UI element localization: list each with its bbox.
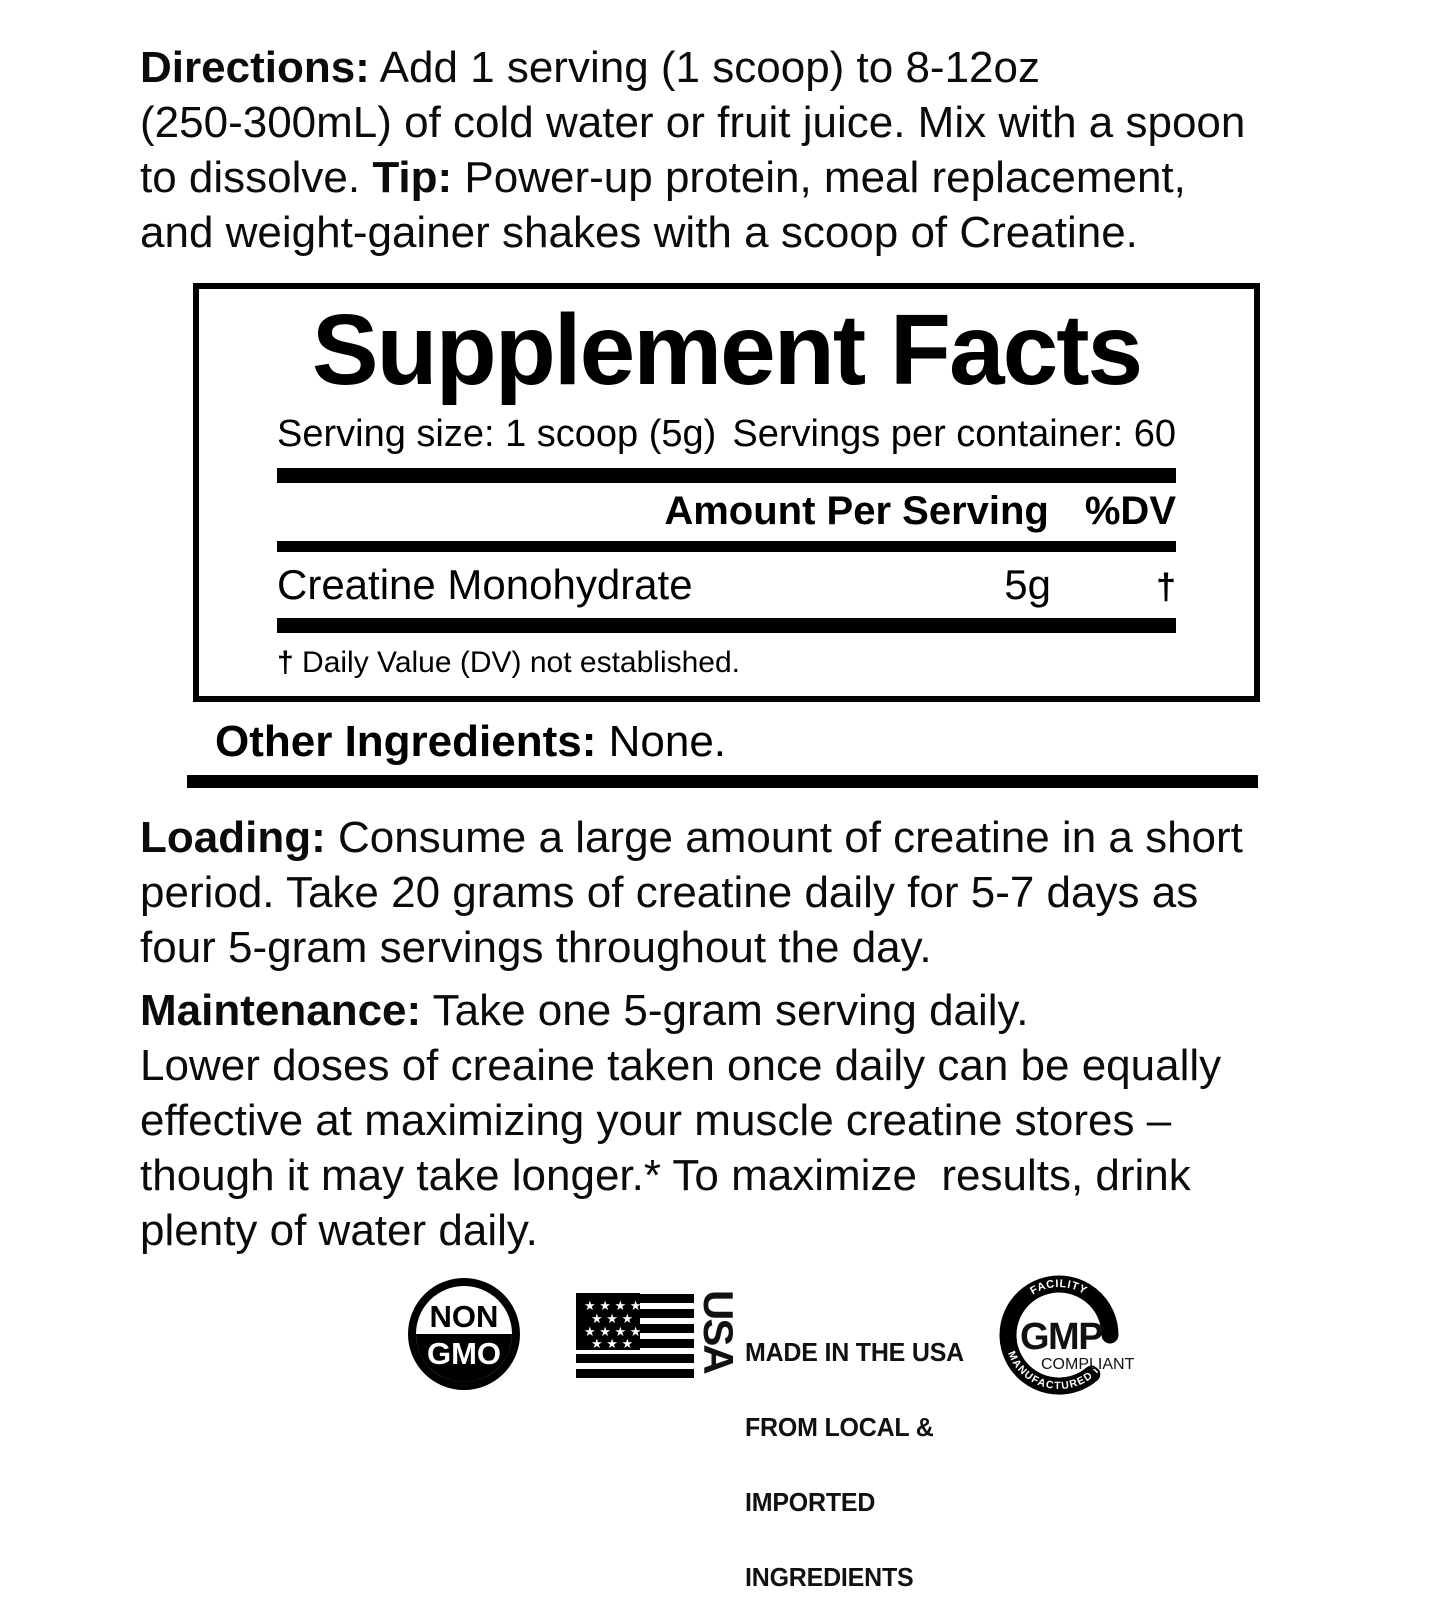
gmp-center-label: GMP [1020, 1316, 1103, 1358]
serving-info-row: Serving size: 1 scoop (5g) Servings per … [277, 412, 1176, 456]
non-gmo-top-label: NON [429, 1298, 499, 1334]
usa-flag-icon: ★ ★ ★ ★ ★ ★ ★ ★ ★ ★ ★ ★ ★ ★ [576, 1293, 694, 1384]
directions-text: (250-300mL) of cold water or fruit juice… [140, 98, 1246, 147]
supplement-facts-title: Supplement Facts [311, 294, 1143, 406]
loading-text: four 5-gram servings throughout the day. [140, 923, 932, 972]
maintenance-text: Take one 5-gram serving daily. [421, 986, 1029, 1035]
loading-line: Loading: Consume a large amount of creat… [140, 810, 1243, 865]
ingredient-row: Creatine Monohydrate 5g † [277, 560, 1176, 612]
servings-per-container-text: Servings per container: 60 [732, 413, 1176, 455]
ingredient-amount: 5g [1004, 561, 1051, 608]
directions-line: Directions: Add 1 serving (1 scoop) to 8… [140, 40, 1245, 95]
loading-label: Loading: [140, 813, 326, 862]
tip-label: Tip: [372, 153, 453, 202]
directions-line: (250-300mL) of cold water or fruit juice… [140, 95, 1245, 150]
dv-header: %DV [1084, 489, 1176, 533]
maintenance-line: plenty of water daily. [140, 1203, 1221, 1258]
loading-line: four 5-gram servings throughout the day. [140, 920, 1243, 975]
directions-text: Add 1 serving (1 scoop) to 8-12oz [369, 43, 1040, 92]
loading-text: period. Take 20 grams of creatine daily … [140, 868, 1199, 917]
supplement-label: { "page": { "background": "#ffffff", "in… [140, 40, 1260, 1590]
thick-divider [277, 618, 1176, 633]
maintenance-line: effective at maximizing your muscle crea… [140, 1093, 1221, 1148]
section-divider [187, 775, 1258, 788]
supplement-facts-box: Supplement Facts Serving size: 1 scoop (… [193, 283, 1260, 702]
usa-vertical-label: USA [695, 1290, 742, 1373]
maintenance-text: Lower doses of creaine taken once daily … [140, 1041, 1222, 1090]
directions-line: and weight-gainer shakes with a scoop of… [140, 205, 1245, 260]
dv-footnote-text: Daily Value (DV) not established. [293, 646, 741, 679]
non-gmo-badge: NON GMO [408, 1278, 520, 1390]
svg-text:★ ★ ★ ★: ★ ★ ★ ★ [584, 1324, 641, 1339]
facts-header-row: Amount Per Serving %DV [277, 487, 1176, 535]
dagger-icon: † [277, 646, 294, 679]
svg-text:★ ★ ★: ★ ★ ★ [591, 1336, 633, 1351]
ingredient-name: Creatine Monohydrate [277, 561, 693, 608]
directions-paragraph: Directions: Add 1 serving (1 scoop) to 8… [140, 40, 1245, 260]
made-in-usa-line: INGREDIENTS [745, 1562, 914, 1592]
maintenance-paragraph: Maintenance: Take one 5-gram serving dai… [140, 983, 1221, 1258]
maintenance-line: Maintenance: Take one 5-gram serving dai… [140, 983, 1221, 1038]
directions-label: Directions: [140, 43, 370, 92]
loading-line: period. Take 20 grams of creatine daily … [140, 865, 1243, 920]
gmp-badge: MANUFACTURED IN A FACILITY GMP COMPLIANT [996, 1268, 1138, 1411]
other-ingredients-label: Other Ingredients: [215, 717, 597, 766]
serving-size-text: Serving size: 1 scoop (5g) [277, 413, 717, 455]
made-in-usa-line: IMPORTED [745, 1487, 876, 1517]
ingredient-dv: † [1155, 566, 1176, 607]
svg-text:★ ★ ★: ★ ★ ★ [591, 1311, 633, 1326]
loading-paragraph: Loading: Consume a large amount of creat… [140, 810, 1243, 975]
maintenance-text: effective at maximizing your muscle crea… [140, 1096, 1172, 1145]
other-ingredients-value: None. [596, 717, 727, 766]
svg-text:★ ★ ★ ★: ★ ★ ★ ★ [584, 1298, 641, 1313]
directions-text: Power-up protein, meal replacement, [452, 153, 1186, 202]
loading-text: Consume a large amount of creatine in a … [325, 813, 1243, 862]
other-ingredients: Other Ingredients: None. [215, 714, 726, 769]
maintenance-label: Maintenance: [140, 986, 422, 1035]
dv-footnote: † Daily Value (DV) not established. [277, 645, 1176, 681]
thick-divider [277, 468, 1176, 483]
directions-text: to dissolve. [140, 153, 373, 202]
made-in-usa-line: MADE IN THE USA [745, 1337, 964, 1367]
gmp-compliant-label: COMPLIANT [1041, 1356, 1135, 1373]
amount-per-serving-header: Amount Per Serving [664, 489, 1049, 533]
maintenance-line: Lower doses of creaine taken once daily … [140, 1038, 1221, 1093]
maintenance-text: though it may take longer.* To maximize … [140, 1151, 1191, 1200]
directions-text: and weight-gainer shakes with a scoop of… [140, 208, 1138, 257]
maintenance-line: though it may take longer.* To maximize … [140, 1148, 1221, 1203]
made-in-usa-text: MADE IN THE USA FROM LOCAL & IMPORTED IN… [745, 1290, 964, 1615]
maintenance-text: plenty of water daily. [140, 1206, 538, 1255]
non-gmo-bottom-label: GMO [416, 1333, 512, 1382]
directions-line: to dissolve. Tip: Power-up protein, meal… [140, 150, 1245, 205]
medium-divider [277, 541, 1176, 552]
gmp-ring-icon [999, 1275, 1119, 1395]
made-in-usa-line: FROM LOCAL & [745, 1412, 934, 1442]
